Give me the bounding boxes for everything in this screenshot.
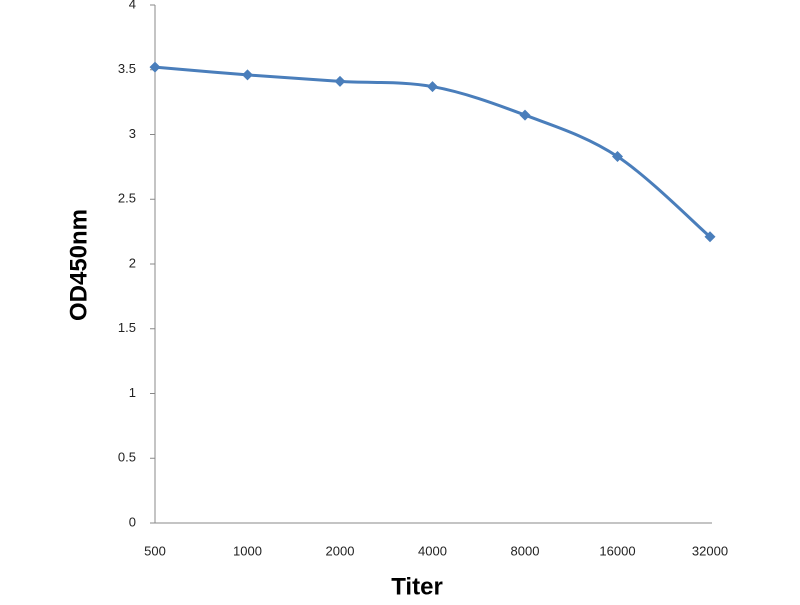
y-tick-label: 0.5 [118,450,136,465]
data-point [427,81,438,93]
x-axis-title: Titer [391,573,443,600]
x-tick-label: 1000 [233,543,262,558]
data-point [149,61,161,73]
y-tick-label: 3.5 [118,61,136,76]
y-tick-label: 0 [129,514,136,529]
data-line [154,65,711,238]
x-tick-label: 500 [144,543,166,558]
x-tick-label: 32000 [692,543,728,558]
y-axis-title: OD450nm [65,209,92,321]
y-tick-label: 1.5 [118,320,136,335]
data-point [704,231,716,243]
x-tick-label: 8000 [511,543,540,558]
x-tick-label: 4000 [418,543,447,558]
y-tick-label: 1 [129,385,136,400]
data-point [242,69,253,81]
data-point [334,75,346,87]
y-tick-label: 4 [129,0,136,11]
x-tick-label: 16000 [599,543,635,558]
data-point [519,109,531,121]
x-tick-label: 2000 [326,543,355,558]
data-point [612,151,623,163]
y-tick-label: 2 [129,255,136,270]
y-tick-label: 3 [129,126,136,141]
y-tick-label: 2.5 [118,191,136,206]
